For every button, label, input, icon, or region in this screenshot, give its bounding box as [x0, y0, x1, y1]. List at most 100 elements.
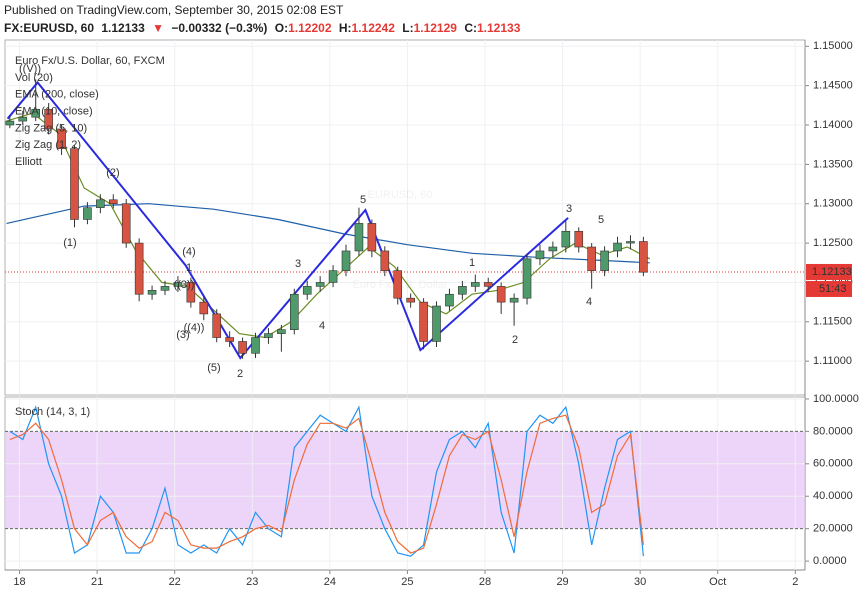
- candle-body: [341, 250, 351, 271]
- candle-body: [406, 297, 415, 303]
- candle-body: [535, 250, 545, 260]
- ohlc-label: O:: [274, 21, 289, 35]
- price: 1.12133: [101, 21, 145, 35]
- candle-body: [613, 242, 622, 252]
- candle-body: [96, 199, 105, 208]
- elliott-label: 3: [566, 203, 572, 215]
- y-tick-label: 1.14000: [813, 119, 853, 131]
- y-tick-label: 1.12500: [813, 237, 853, 249]
- published: Published on TradingView.com, September …: [4, 3, 344, 17]
- x-tick-label: 18: [13, 576, 25, 588]
- series-line: [6, 80, 569, 360]
- pane-title: Euro Fx/U.S. Dollar, 60, FXCM: [15, 55, 165, 67]
- y-tick-label: 1.13500: [813, 158, 853, 170]
- candle-body: [561, 230, 571, 248]
- x-tick-label: 29: [556, 576, 568, 588]
- candle-body: [483, 282, 493, 287]
- countdown-tag: [806, 280, 852, 297]
- candle-body: [445, 293, 454, 307]
- y-tick-label: 80.0000: [813, 425, 853, 437]
- candle-body: [639, 241, 648, 273]
- elliott-label: 4: [319, 320, 325, 332]
- x-tick-label: 24: [324, 576, 336, 588]
- candle-body: [328, 270, 338, 283]
- elliott-label: (1): [63, 237, 76, 249]
- legend-entry: Zig Zag (1, 2): [15, 139, 81, 151]
- elliott-label: ((3)): [174, 279, 195, 291]
- elliott-label: (4): [182, 246, 195, 258]
- y-tick-label: 1.15000: [813, 40, 853, 52]
- candle-body: [471, 282, 480, 287]
- candle-body: [509, 297, 519, 303]
- symbol-line: FX:EURUSD, 60 1.12133 ▼ −0.00332 (−0.3%)…: [4, 21, 524, 35]
- x-tick-label: 2: [792, 576, 798, 588]
- elliott-label: 5: [598, 214, 604, 226]
- change: −0.00332 (−0.3%): [171, 21, 268, 35]
- candle-body: [121, 203, 131, 244]
- y-tick-label: 20.0000: [813, 523, 853, 535]
- elliott-label: ((V)): [19, 63, 41, 75]
- elliott-label: 2: [512, 334, 518, 346]
- candle-body: [587, 246, 596, 271]
- x-tick-label: 22: [169, 576, 181, 588]
- legend-entry: Zig Zag (5, 10): [15, 122, 87, 134]
- ohlc-value: 1.12133: [476, 21, 521, 35]
- elliott-label: 3: [295, 258, 301, 270]
- candle-body: [419, 301, 428, 342]
- legend-entry: EMA (10, close): [15, 106, 93, 118]
- legend-entry: EMA (200, close): [15, 89, 99, 101]
- candle-body: [354, 223, 364, 252]
- candle-body: [289, 293, 299, 330]
- candle-body: [393, 270, 403, 299]
- x-tick-label: 30: [634, 576, 646, 588]
- elliott-label: (5): [207, 362, 220, 374]
- candle-body: [315, 282, 325, 287]
- candle-body: [134, 242, 144, 295]
- elliott-label: ((4)): [184, 322, 205, 334]
- y-tick-label: 1.11500: [813, 316, 852, 328]
- elliott-label: (2): [106, 167, 119, 179]
- candle-body: [173, 282, 183, 287]
- candle-body: [160, 286, 170, 291]
- ohlc-label: L:: [402, 21, 414, 35]
- symbol: FX:EURUSD, 60: [4, 21, 95, 35]
- candle-body: [367, 223, 377, 252]
- ohlc-value: 1.12202: [288, 21, 332, 35]
- y-tick-label: 0.0000: [813, 555, 847, 567]
- y-tick-label: 1.14500: [813, 80, 853, 92]
- candle-body: [574, 230, 584, 248]
- y-tick-label: 1.11000: [813, 355, 852, 367]
- elliott-label: (3): [176, 329, 189, 341]
- candle-body: [5, 120, 15, 126]
- x-tick-label: 28: [479, 576, 491, 588]
- countdown: 51:43: [819, 283, 847, 295]
- arrow: ▼: [152, 21, 164, 35]
- candle-body: [251, 337, 260, 354]
- candle-body: [83, 207, 92, 220]
- y-tick-label: 100.0000: [813, 393, 859, 405]
- candle-body: [57, 128, 66, 149]
- ohlc-label: C:: [464, 21, 477, 35]
- x-tick-label: 21: [91, 576, 103, 588]
- series-line: [9, 414, 644, 554]
- legend-entry: Vol (20): [15, 72, 53, 84]
- y-tick-label: 60.0000: [813, 458, 853, 470]
- ohlc-value: 1.12129: [413, 21, 457, 35]
- elliott-label: 2: [237, 368, 243, 380]
- header: Published on TradingView.com, September …: [0, 0, 868, 40]
- elliott-label: 4: [586, 296, 592, 308]
- candle-body: [70, 148, 79, 220]
- y-tick-label: 40.0000: [813, 490, 853, 502]
- pane-title: Stoch (14, 3, 1): [15, 406, 90, 418]
- x-tick-label: Oct: [709, 576, 726, 588]
- candle-body: [496, 286, 506, 303]
- candle-body: [432, 305, 441, 342]
- ohlc-value: 1.12242: [351, 21, 395, 35]
- elliott-label: 1: [469, 257, 475, 269]
- band: [5, 431, 805, 529]
- candle-body: [277, 329, 286, 334]
- candle-body: [458, 286, 467, 295]
- candle-body: [238, 341, 247, 354]
- watermark: EURUSD, 60: [368, 189, 433, 201]
